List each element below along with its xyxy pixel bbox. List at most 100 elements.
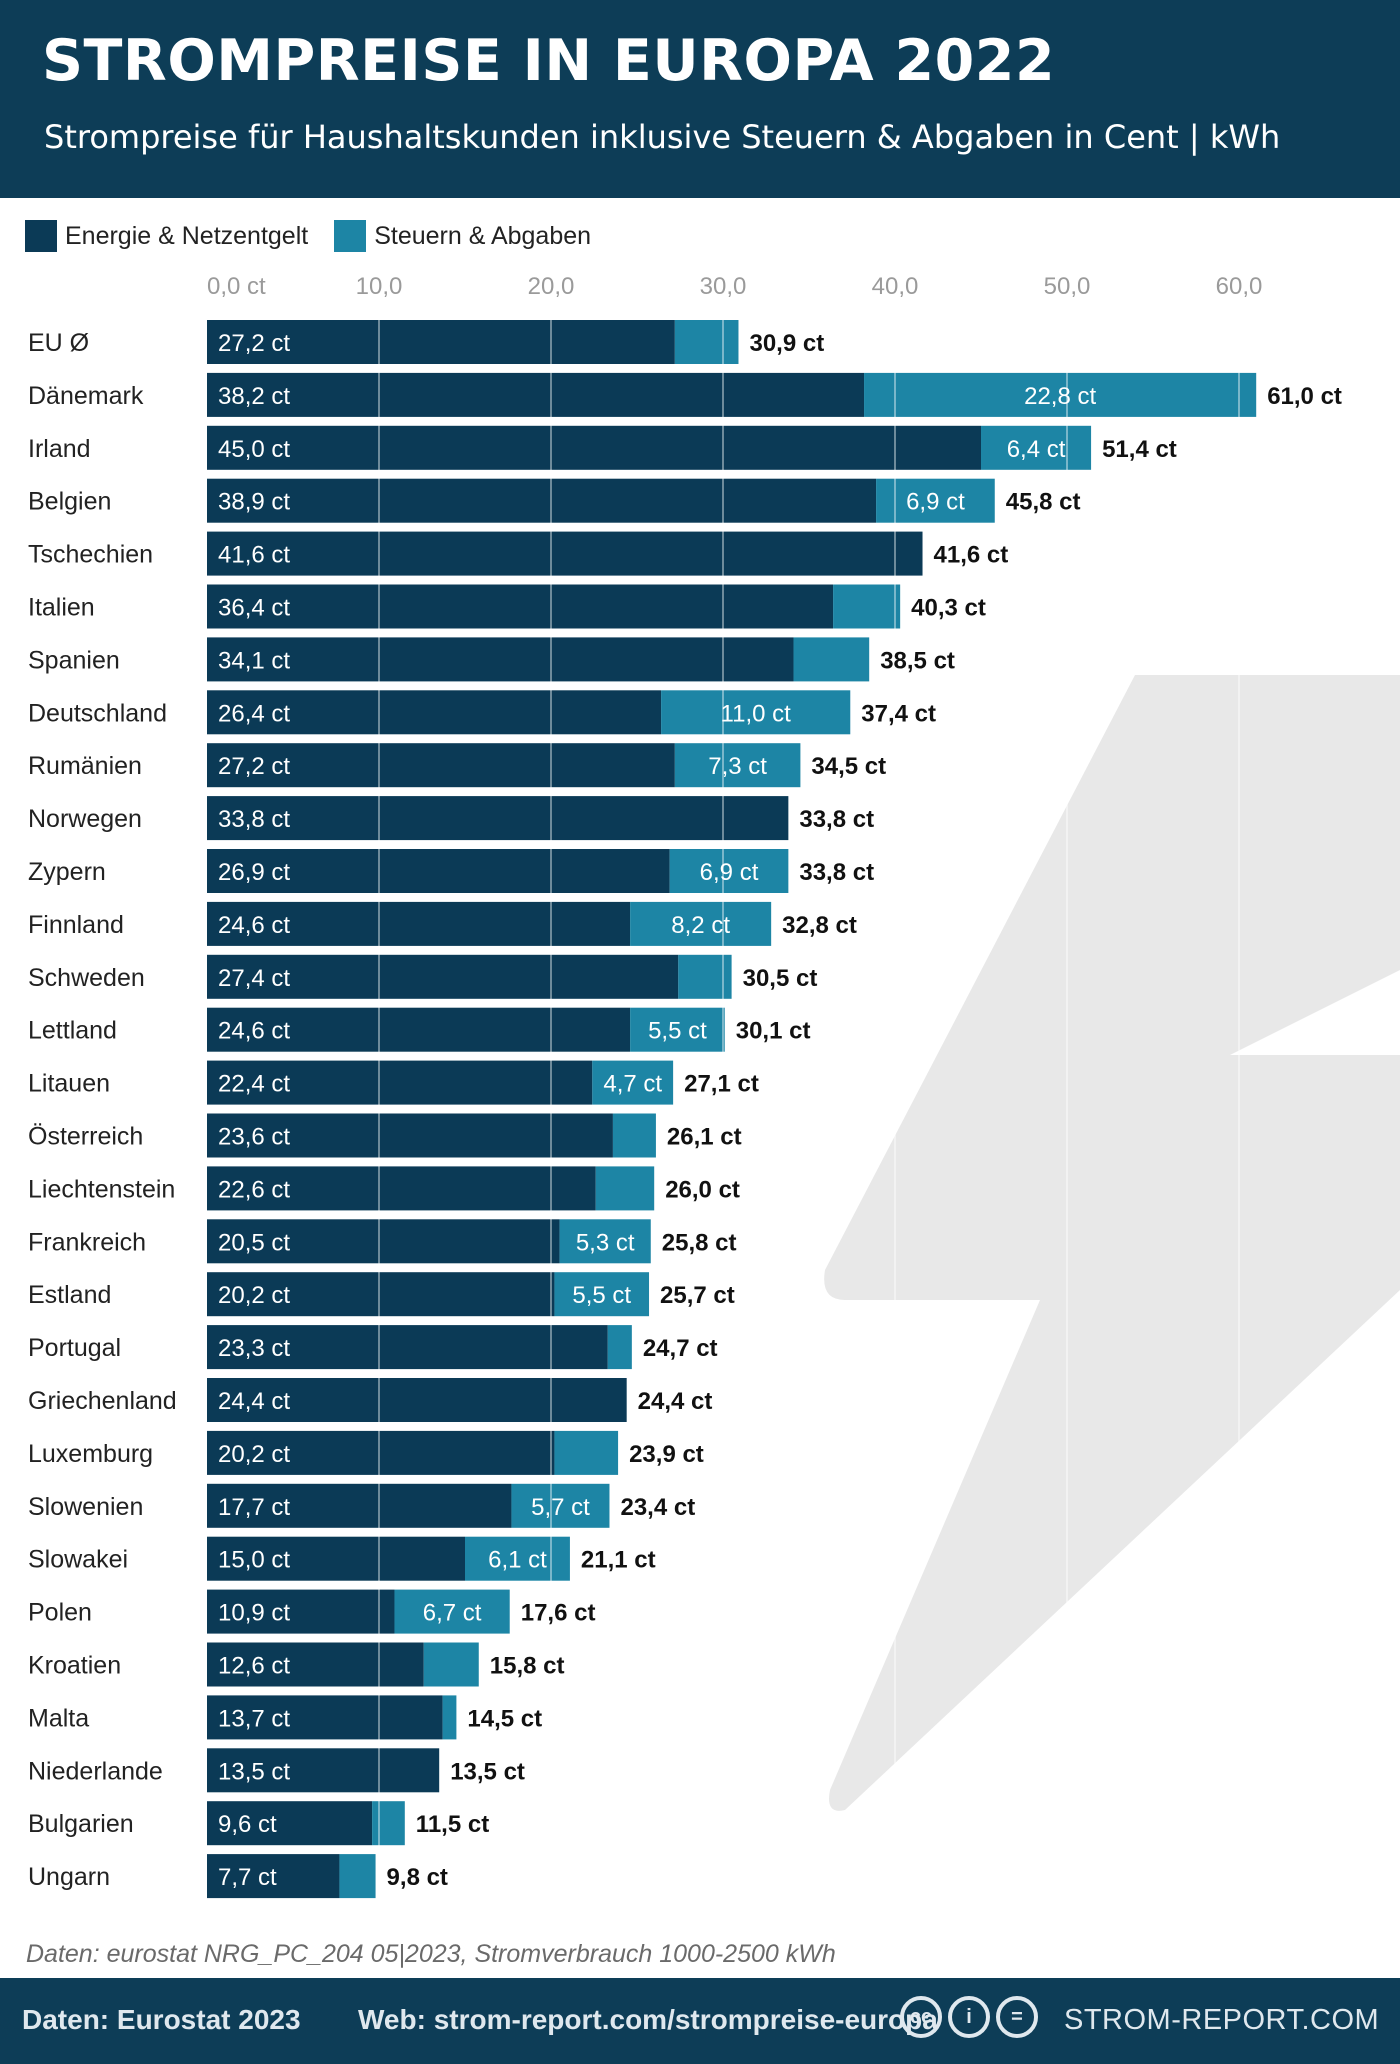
bar-energy [207,1113,613,1158]
bar-energy [207,320,675,364]
total-value-label: 26,1 ct [667,1124,742,1151]
by-icon: i [948,1996,990,2038]
bar-energy [207,901,631,946]
bar-energy [207,954,679,999]
table-row: Slowenien [28,1483,610,1528]
legend-item-energy: Energie & Netzentgelt [25,220,308,252]
energy-value-label: 45,0 ct [218,436,290,463]
table-row: Tschechien [28,531,923,576]
total-value-label: 33,8 ct [799,859,874,886]
country-label: Rumänien [28,752,142,780]
legend-label-taxes: Steuern & Abgaben [374,221,592,250]
bar-taxes [669,849,789,893]
bar-taxes [554,1272,650,1317]
energy-value-label: 10,9 ct [218,1600,290,1627]
total-value-label: 15,8 ct [490,1653,565,1680]
lightning-bolt-icon [824,675,1400,1811]
country-label: Dänemark [28,382,144,410]
bar-taxes [674,743,801,788]
energy-value-label: 12,6 ct [218,1653,290,1680]
bar-energy [207,1430,555,1475]
bar-taxes [674,320,739,364]
bar-chart: EU Ø Dänemark Irland Belgien Tschechien Itali… [28,273,1400,1903]
energy-value-label: 9,6 ct [218,1811,277,1838]
total-value-label: 30,1 ct [736,1018,811,1045]
bar-energy [207,478,877,523]
country-label: Ungarn [28,1863,110,1891]
energy-value-label: 23,3 ct [218,1335,290,1362]
energy-value-label: 27,2 ct [218,330,290,357]
x-tick-label: 40,0 [872,273,919,300]
energy-value-label: 20,2 ct [218,1441,290,1468]
table-row: Österreich [28,1113,656,1158]
table-row: Rumänien [28,743,801,788]
bar-taxes [394,1589,510,1634]
table-row: Frankreich [28,1219,651,1264]
bar-energy [207,1007,631,1052]
bar-energy [207,1325,608,1370]
bar-taxes [592,1060,674,1105]
table-row: Litauen [28,1060,674,1105]
country-label: Litauen [28,1070,110,1098]
table-row: Slowakei [28,1536,570,1581]
bar-taxes [372,1801,405,1846]
legend-item-taxes: Steuern & Abgaben [334,220,591,252]
bar-energy [207,584,834,629]
country-label: Deutschland [28,699,167,727]
country-label: EU Ø [28,329,89,357]
legend-label-energy: Energie & Netzentgelt [65,221,309,250]
tax-value-label: 22,8 ct [1024,383,1096,410]
energy-value-label: 15,0 ct [218,1547,290,1574]
bar-energy [207,1219,560,1264]
table-row: Dänemark [28,372,1257,417]
total-value-label: 37,4 ct [861,700,936,727]
total-value-label: 26,0 ct [665,1176,740,1203]
energy-value-label: 20,5 ct [218,1229,290,1256]
country-label: Kroatien [28,1652,121,1680]
license-icons: cc i = [900,1996,1044,2038]
bar-energy [207,1166,596,1211]
bar-energy [207,1272,555,1317]
total-value-label: 40,3 ct [911,595,986,622]
country-label: Polen [28,1599,92,1627]
total-value-label: 25,8 ct [662,1229,737,1256]
total-value-label: 24,4 ct [638,1388,713,1415]
country-label: Malta [28,1704,89,1732]
table-row: Spanien [28,637,870,682]
bar-energy [207,849,670,893]
energy-value-label: 27,2 ct [218,753,290,780]
total-value-label: 30,9 ct [749,330,824,357]
tax-value-label: 6,4 ct [1007,436,1066,463]
cc-icon: cc [900,1996,942,2038]
total-value-label: 17,6 ct [521,1600,596,1627]
energy-value-label: 22,4 ct [218,1071,290,1098]
country-label: Lettland [28,1017,117,1045]
x-tick-label: 30,0 [700,273,747,300]
total-value-label: 23,9 ct [629,1441,704,1468]
country-label: Zypern [28,858,106,886]
table-row: Finnland [28,901,772,946]
country-label: Estland [28,1281,111,1309]
bar-taxes [981,425,1092,470]
bar-energy [207,531,923,576]
table-row: Irland [28,425,1092,470]
bar-taxes [607,1325,632,1370]
bar-taxes [833,584,901,629]
bar-energy [207,1378,627,1422]
total-value-label: 33,8 ct [799,806,874,833]
footer-brand[interactable]: STROM-REPORT.COM [1064,2004,1380,2036]
country-label: Irland [28,435,91,463]
country-label: Slowenien [28,1493,143,1521]
country-label: Bulgarien [28,1810,134,1838]
energy-value-label: 26,9 ct [218,859,290,886]
footer-web-link[interactable]: Web: strom-report.com/strompreise-europa [358,2004,938,2035]
legend-swatch-taxes [334,220,367,252]
energy-value-label: 33,8 ct [218,806,290,833]
energy-value-label: 27,4 ct [218,965,290,992]
total-value-label: 11,5 ct [416,1811,489,1838]
energy-value-label: 41,6 ct [218,542,290,569]
total-value-label: 24,7 ct [643,1335,718,1362]
total-value-label: 51,4 ct [1102,436,1177,463]
tax-value-label: 5,5 ct [572,1282,631,1309]
country-label: Norwegen [28,805,142,833]
